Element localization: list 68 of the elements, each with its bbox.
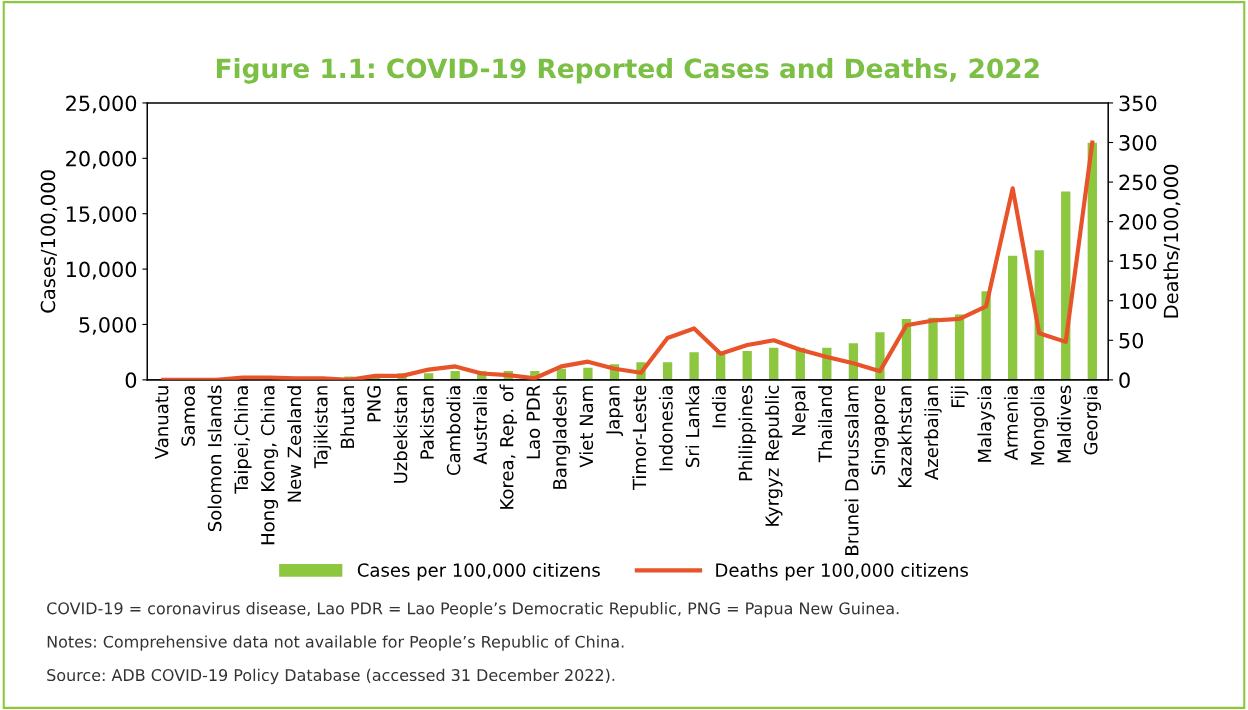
x-tick-label: Uzbekistan (393, 386, 408, 483)
bar (1008, 255, 1018, 380)
y2-tick-label: 350 (1119, 95, 1157, 112)
x-tick-label: Nepal (791, 386, 810, 436)
x-tick-label: Mongolia (1030, 386, 1048, 465)
text: Notes: Comprehensive data not available for People’s Republic of China. (47, 635, 624, 651)
x-tick-label: Brunei Darussalam (844, 386, 859, 555)
x-tick-label: Taipei,China (234, 386, 252, 494)
x-tick-label: Korea, Rep. of (499, 384, 518, 509)
x-tick-label: Kyrgyz Republic (765, 385, 783, 526)
x-tick-label: Japan (606, 386, 624, 437)
y2-tick-label: 100 (1120, 293, 1157, 309)
y-tick-label: 20,000 (66, 150, 137, 169)
chart-title: Figure 1.1: COVID-19 Reported Cases and Deaths, 2022 (216, 57, 1039, 84)
x-tick-label: Timor-Leste (632, 385, 647, 491)
x-tick-label: Hong Kong, China (260, 386, 279, 545)
y2-tick-label: 50 (1119, 332, 1144, 349)
y2-axis-title: Deaths/100,000 (1163, 164, 1181, 318)
y-tick-label: 15,000 (66, 206, 137, 225)
y2-tick-label: 250 (1119, 174, 1157, 191)
x-tick-label: Singapore (871, 385, 889, 475)
bar (689, 352, 699, 380)
legend-label: Cases per 100,000 citizens (357, 562, 600, 581)
bar (981, 291, 991, 380)
y-tick-label: 10,000 (66, 261, 137, 280)
y-axis-title: Cases/100,000 (40, 170, 58, 313)
legend-label: Deaths per 100,000 citizens (716, 562, 968, 581)
x-tick-label: Sri Lanka (685, 386, 700, 467)
x-tick-label: Lao PDR (526, 385, 541, 459)
x-tick-label: Fiji (950, 386, 969, 408)
source-note: Source: ADB COVID-19 Policy Database (accessed 31 December 2022). (47, 668, 615, 685)
bar (742, 351, 752, 380)
x-tick-label: New Zealand (287, 386, 302, 502)
x-tick-label: Viet Nam (579, 386, 594, 468)
x-tick-label: Thailand (818, 386, 833, 463)
x-tick-label: Maldives (1057, 385, 1071, 463)
x-tick-label: Australia (473, 386, 487, 465)
bar (928, 317, 938, 380)
x-tick-label: Azerbaijan (924, 386, 942, 480)
x-tick-label: Pakistan (419, 386, 434, 459)
x-tick-label: Bhutan (340, 386, 355, 448)
y2-tick-label: 0 (1119, 372, 1130, 389)
y-tick-label: 25,000 (66, 95, 137, 114)
y-tick-label: 5,000 (79, 316, 137, 335)
bar (662, 362, 673, 380)
x-tick-label: Philippines (738, 385, 756, 481)
text: COVID-19 = coronavirus disease, Lao PDR = Lao People’s Democratic Republic, PNG = Papua New Guinea. (47, 602, 899, 618)
x-tick-label: Tajikistan (313, 386, 332, 469)
x-tick-label: Malaysia (977, 386, 995, 462)
y2-tick-label: 200 (1119, 214, 1157, 230)
bar (583, 367, 593, 380)
x-tick-label: Samoa (181, 386, 195, 446)
x-tick-label: Kazakhstan (897, 386, 912, 487)
x-tick-label: Indonesia (658, 386, 673, 471)
y-tick-label: 0 (125, 372, 137, 389)
x-tick-label: Solomon Islands (207, 385, 222, 532)
line-series (161, 140, 1095, 380)
bar (1087, 142, 1097, 380)
x-tick-label: Vanuatu (155, 386, 169, 460)
x-tick-label: PNG (367, 386, 381, 422)
x-tick-label: India (711, 386, 726, 428)
bar (769, 347, 779, 380)
x-tick-label: Georgia (1083, 386, 1102, 455)
x-tick-label: Cambodia (446, 386, 461, 476)
y2-tick-label: 300 (1119, 134, 1157, 151)
y2-tick-label: 150 (1120, 253, 1157, 270)
x-tick-label: Armenia (1003, 386, 1018, 461)
x-tick-label: Bangladesh (552, 386, 571, 489)
